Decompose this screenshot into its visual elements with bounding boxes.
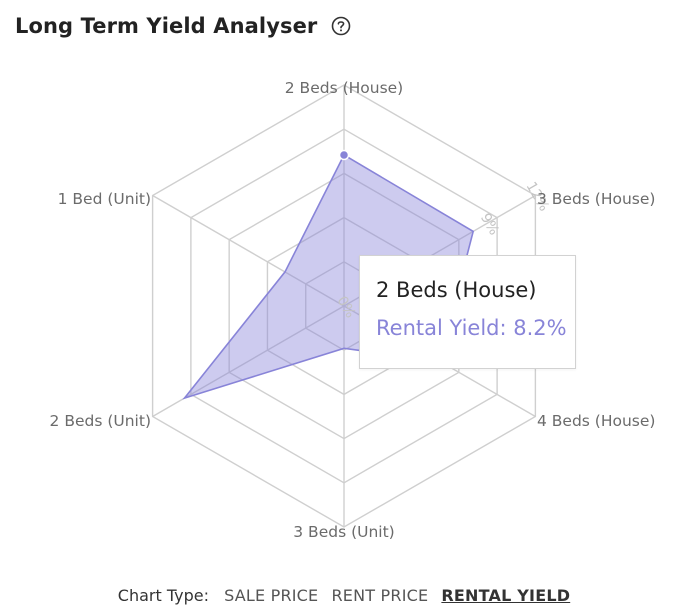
page-title: Long Term Yield Analyser	[15, 14, 318, 38]
help-circle-icon[interactable]	[331, 16, 351, 36]
tooltip-title: 2 Beds (House)	[376, 278, 537, 302]
header: Long Term Yield Analyser	[15, 14, 351, 38]
chart-type-label: Chart Type:	[117, 586, 209, 605]
tooltip-value: 8.2%	[513, 316, 567, 340]
axis-label: 2 Beds (Unit)	[50, 412, 151, 430]
axis-label: 2 Beds (House)	[285, 79, 403, 97]
axis-label: 1 Bed (Unit)	[58, 190, 151, 208]
chart-type-sale-price[interactable]: SALE PRICE	[224, 586, 319, 605]
grid-spoke	[152, 194, 345, 307]
axis-label: 3 Beds (House)	[537, 190, 655, 208]
axis-labels: 2 Beds (House) 3 Beds (House) 4 Beds (Hous…	[50, 79, 656, 541]
active-point	[338, 149, 350, 161]
axis-label: 3 Beds (Unit)	[293, 523, 394, 541]
tooltip-label: Rental Yield	[376, 316, 500, 340]
chart-type-rent-price[interactable]: RENT PRICE	[331, 586, 429, 605]
radial-tick-label: 9%	[477, 211, 502, 238]
tooltip-value-row: Rental Yield: 8.2%	[376, 316, 567, 340]
axis-label: 4 Beds (House)	[537, 412, 655, 430]
chart-tooltip: 2 Beds (House) Rental Yield: 8.2%	[359, 255, 576, 369]
chart-type-rental-yield[interactable]: RENTAL YIELD	[441, 586, 571, 605]
chart-type-selector: Chart Type: SALE PRICE RENT PRICE RENTAL…	[0, 586, 688, 605]
